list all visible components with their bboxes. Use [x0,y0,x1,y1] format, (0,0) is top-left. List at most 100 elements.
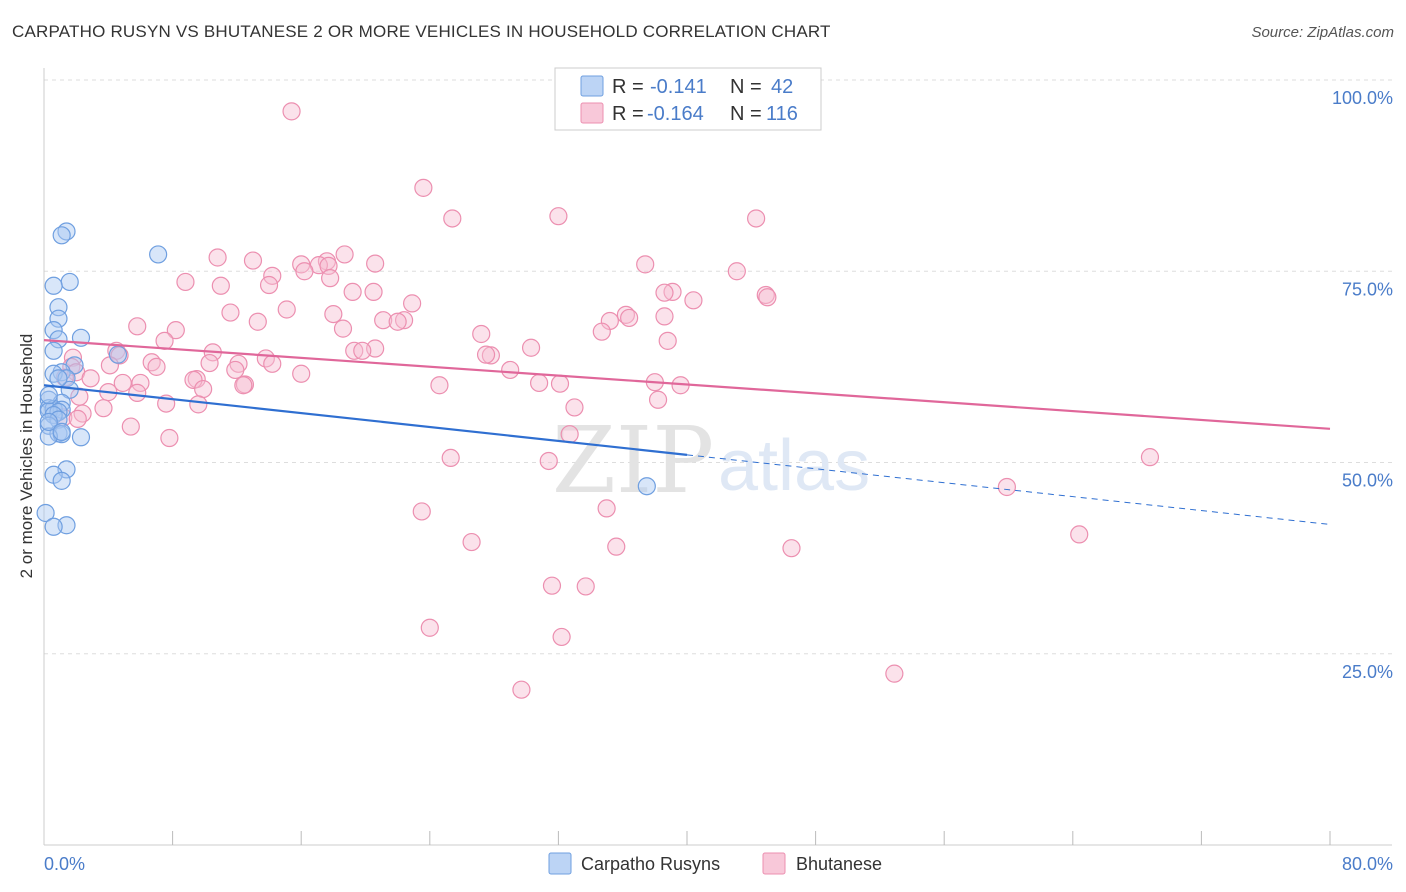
point-carpatho-rusyns-37 [637,477,656,496]
point-bhutanese-111 [552,627,571,647]
point-bhutanese-38 [248,312,267,331]
point-bhutanese-28 [684,291,703,310]
point-bhutanese-55 [481,346,500,365]
point-bhutanese-25 [655,283,674,302]
point-bhutanese-104 [1070,525,1089,544]
point-bhutanese-60 [200,353,219,373]
point-carpatho-rusyns-34 [36,503,55,523]
y-tick-label-25: 25.0% [1342,662,1393,682]
point-bhutanese-14 [636,255,655,274]
point-bhutanese-32 [324,304,343,324]
point-bhutanese-84 [128,383,147,402]
point-bhutanese-96 [560,425,579,444]
point-bhutanese-29 [403,294,422,313]
point-carpatho-rusyns-11 [108,345,128,364]
bhutanese-points [54,70,1160,699]
point-bhutanese-106 [607,537,626,556]
point-bhutanese-107 [782,539,801,558]
chart-title: CARPATHO RUSYN VS BHUTANESE 2 OR MORE VE… [12,22,831,41]
point-bhutanese-4 [549,207,568,226]
point-carpatho-rusyns-1 [52,226,71,245]
point-bhutanese-74 [131,373,150,393]
bottom-legend-label-blue: Carpatho Rusyns [581,854,720,874]
legend-r-label-pink: R = [612,103,644,125]
point-carpatho-rusyns-7 [44,321,63,340]
point-bhutanese-54 [110,346,129,365]
point-bhutanese-20 [211,276,230,295]
point-carpatho-rusyns-3 [60,272,79,292]
point-bhutanese-37 [388,312,407,331]
point-bhutanese-8 [243,251,263,270]
trend-line-carpatho-rusyns-projection [686,454,1331,525]
point-bhutanese-62 [263,354,282,373]
point-bhutanese-40 [333,319,353,338]
series-legend: Carpatho Rusyns Bhutanese [548,852,882,875]
point-bhutanese-94 [68,409,87,428]
trend-line-carpatho-rusyns [43,384,688,456]
point-bhutanese-109 [576,577,595,596]
point-carpatho-rusyns-38 [39,386,58,405]
point-carpatho-rusyns-30 [71,428,91,447]
point-carpatho-rusyns-40 [39,412,58,432]
point-bhutanese-80 [235,375,255,394]
point-carpatho-rusyns-39 [49,369,68,388]
grid-lines [44,79,1392,655]
point-bhutanese-48 [521,338,541,357]
y-tick-labels: 25.0% 50.0% 75.0% 100.0% [1332,88,1393,682]
point-bhutanese-58 [63,348,83,367]
bottom-legend-swatch-pink [762,852,786,875]
point-bhutanese-1 [282,102,301,121]
point-bhutanese-108 [542,576,562,595]
point-bhutanese-51 [353,341,372,360]
point-carpatho-rusyns-4 [44,276,63,295]
point-bhutanese-23 [364,282,383,302]
legend-r-value-blue: -0.141 [650,76,707,98]
point-bhutanese-35 [374,311,393,330]
point-bhutanese-3 [443,209,462,228]
point-bhutanese-95 [121,417,140,436]
legend-r-value-pink: -0.164 [647,103,704,125]
point-bhutanese-42 [166,321,185,340]
point-bhutanese-36 [394,311,414,330]
point-carpatho-rusyns-36 [44,517,63,536]
y-tick-label-50: 50.0% [1342,471,1393,491]
watermark-atlas: atlas [718,426,870,506]
point-bhutanese-21 [259,275,279,295]
legend-n-label-pink: N = [730,103,762,125]
point-bhutanese-45 [620,308,639,328]
point-bhutanese-56 [476,345,496,364]
point-bhutanese-88 [189,395,208,414]
point-bhutanese-77 [530,373,549,393]
point-bhutanese-46 [155,331,174,350]
point-bhutanese-15 [727,262,746,281]
point-bhutanese-27 [758,288,777,307]
legend-n-label-blue: N = [730,76,762,98]
legend-n-value-blue: 42 [771,76,793,98]
point-bhutanese-43 [472,324,491,344]
point-bhutanese-103 [597,499,616,518]
point-bhutanese-100 [1140,448,1160,467]
point-bhutanese-71 [81,369,100,388]
point-bhutanese-31 [221,303,240,322]
point-carpatho-rusyns-2 [149,245,168,264]
point-bhutanese-79 [430,376,449,395]
point-bhutanese-33 [616,305,636,324]
point-carpatho-rusyns-23 [49,402,68,422]
point-bhutanese-7 [208,248,227,267]
point-bhutanese-6 [335,245,354,264]
point-bhutanese-63 [147,357,166,376]
legend-swatch-pink [580,102,604,124]
point-bhutanese-69 [292,364,311,383]
point-bhutanese-102 [412,502,431,521]
y-tick-label-100: 100.0% [1332,88,1393,108]
bottom-legend-label-pink: Bhutanese [796,854,882,874]
point-bhutanese-90 [94,399,113,418]
point-bhutanese-78 [550,374,570,393]
y-tick-label-75: 75.0% [1342,279,1393,299]
point-carpatho-rusyns-41 [52,422,71,441]
point-bhutanese-82 [194,379,213,399]
point-bhutanese-2 [414,178,433,197]
point-carpatho-rusyns-10 [44,341,63,360]
point-bhutanese-75 [113,373,132,393]
